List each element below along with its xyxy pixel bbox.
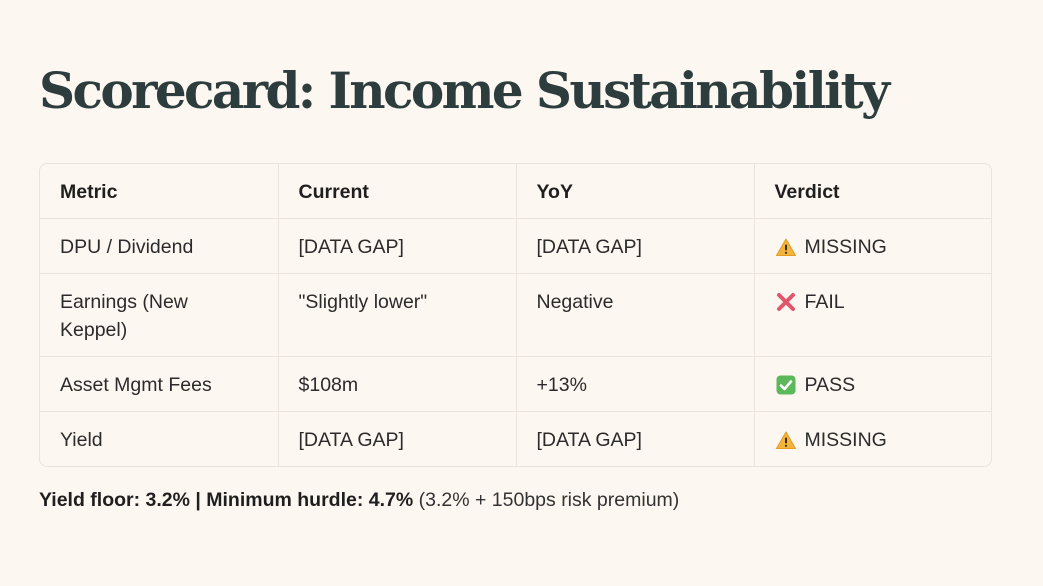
table-row: Earnings (New Keppel) "Slightly lower" N… (40, 273, 991, 357)
verdict-label: MISSING (804, 236, 887, 258)
verdict-cell: FAIL (754, 273, 991, 357)
verdict-cell: MISSING (754, 412, 991, 467)
yoy-cell: [DATA GAP] (516, 218, 755, 274)
verdict-cell: MISSING (754, 218, 991, 274)
table-row: Yield [DATA GAP] [DATA GAP] MISSING (40, 411, 991, 467)
current-cell: [DATA GAP] (278, 218, 517, 274)
warning-icon (775, 429, 797, 451)
table-row: DPU / Dividend [DATA GAP] [DATA GAP] MIS… (40, 218, 991, 274)
table-header-row: Metric Current YoY Verdict (40, 164, 991, 219)
yield-footnote: Yield floor: 3.2% | Minimum hurdle: 4.7%… (39, 486, 679, 514)
check-icon (775, 374, 797, 396)
current-cell: [DATA GAP] (278, 411, 517, 466)
page-title: Scorecard: Income Sustainability (39, 61, 890, 120)
header-verdict: Verdict (754, 164, 991, 219)
header-current: Current (278, 164, 517, 219)
yield-thresholds: Yield floor: 3.2% | Minimum hurdle: 4.7% (39, 489, 414, 511)
current-cell: "Slightly lower" (278, 273, 517, 357)
warning-icon (775, 236, 797, 258)
verdict-label: FAIL (804, 291, 845, 313)
header-metric: Metric (40, 164, 279, 219)
yoy-cell: [DATA GAP] (516, 411, 755, 466)
header-yoy: YoY (516, 164, 755, 219)
metric-cell: Asset Mgmt Fees (40, 356, 279, 412)
verdict-label: PASS (804, 374, 856, 396)
yoy-cell: +13% (516, 356, 755, 412)
metric-cell: DPU / Dividend (40, 218, 279, 274)
cross-icon (775, 291, 797, 313)
metric-cell: Earnings (New Keppel) (40, 273, 279, 357)
metric-cell: Yield (40, 411, 279, 466)
yoy-cell: Negative (516, 273, 755, 357)
hurdle-explanation: (3.2% + 150bps risk premium) (413, 489, 680, 511)
current-cell: $108m (278, 356, 517, 412)
table-row: Asset Mgmt Fees $108m +13% PASS (40, 356, 991, 412)
verdict-cell: PASS (754, 356, 991, 412)
verdict-label: MISSING (804, 429, 887, 451)
scorecard-table: Metric Current YoY Verdict DPU / Dividen… (39, 163, 992, 467)
